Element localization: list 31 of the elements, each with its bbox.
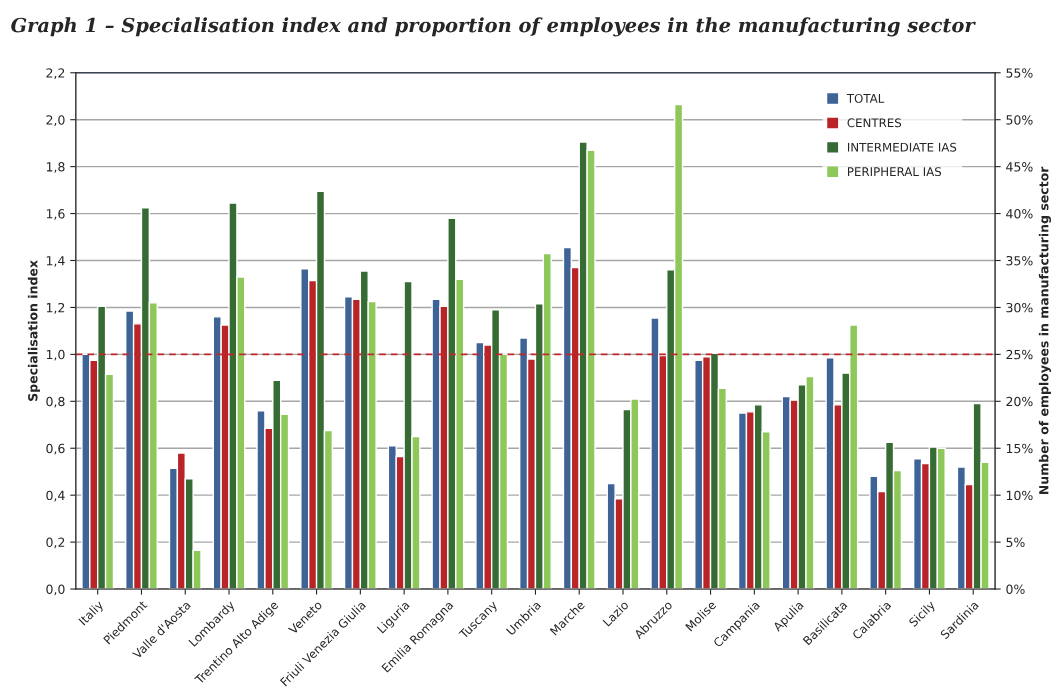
y-tick-label: 0,8 [46, 396, 65, 408]
legend-label: TOTAL [846, 93, 885, 103]
y2-axis-title: Number of employees in manufacturing sector [1038, 166, 1052, 495]
y-tick-label: 1,0 [46, 349, 65, 361]
y2-tick-label: 40% [1006, 209, 1033, 219]
y2-tick-label: 30% [1006, 302, 1033, 313]
legend-label: PERIPHERAL IAS [848, 167, 942, 177]
y-tick-label: 0,4 [46, 490, 65, 502]
chart-title: Graph 1 – Specialisation index and proportion of employees in the manufacturing sector [11, 17, 976, 37]
y-axis-title: Specialisation index [27, 260, 40, 401]
y2-tick-label: 15% [1006, 443, 1033, 454]
legend-label: INTERMEDIATE IAS [848, 142, 957, 152]
y-tick-label: 1,6 [46, 209, 65, 220]
y-tick-label: 2,0 [46, 115, 65, 126]
y-tick-label: 0,0 [46, 584, 65, 596]
y-tick-label: 1,4 [46, 256, 65, 267]
y-tick-label: 1,8 [46, 162, 65, 173]
y2-tick-label: 55% [1006, 68, 1033, 78]
y-tick-label: 0,2 [46, 537, 65, 549]
y2-tick-label: 50% [1006, 115, 1033, 125]
legend-label: CENTRES [847, 118, 902, 128]
y2-tick-label: 0% [1006, 584, 1025, 594]
y-tick-label: 2,2 [46, 68, 65, 79]
y2-tick-label: 5% [1006, 537, 1025, 548]
y-tick-label: 1,2 [46, 302, 65, 314]
y2-tick-label: 35% [1006, 255, 1033, 266]
y2-tick-label: 45% [1006, 162, 1033, 172]
y2-tick-label: 20% [1006, 396, 1033, 407]
y-tick-label: 0,6 [46, 443, 65, 455]
y2-tick-label: 10% [1006, 490, 1033, 501]
y2-tick-label: 25% [1006, 349, 1033, 360]
